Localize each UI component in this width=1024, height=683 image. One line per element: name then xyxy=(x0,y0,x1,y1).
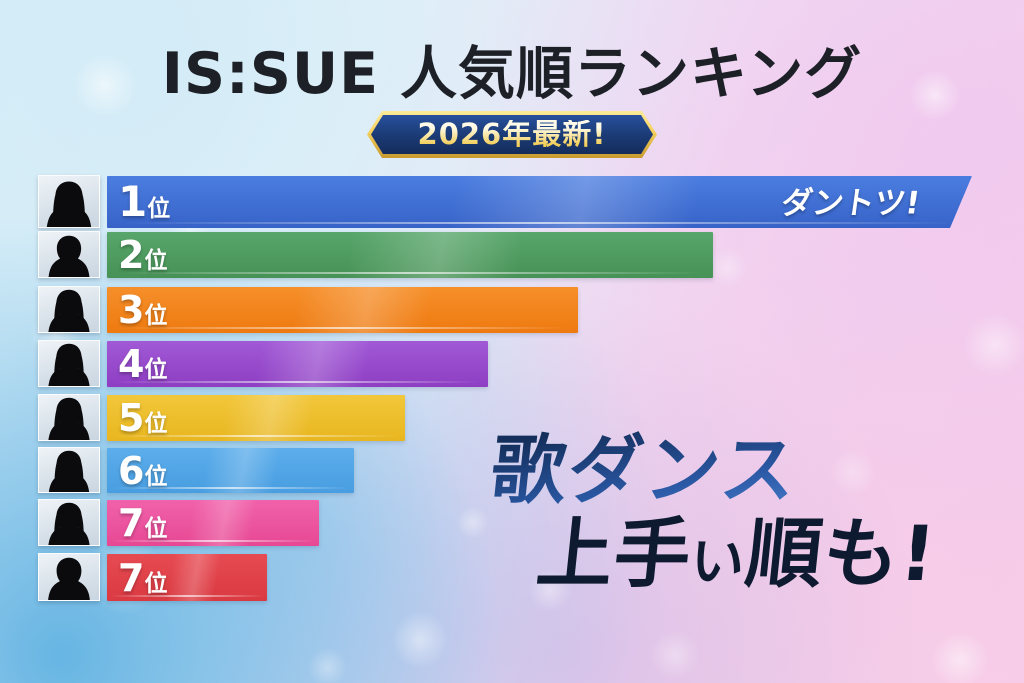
page-title: IS:SUE 人気順ランキング xyxy=(161,41,863,107)
person-long-hair-icon xyxy=(46,181,92,227)
rank-label: 5位 xyxy=(118,396,168,440)
person-long-hair-icon xyxy=(48,343,90,386)
year-badge-panel: 2026年最新! xyxy=(371,115,653,154)
rank-label: 2位 xyxy=(118,233,168,277)
avatar xyxy=(38,340,100,387)
avatar xyxy=(38,499,100,546)
avatar xyxy=(38,175,100,228)
person-short-hair-icon xyxy=(48,557,90,600)
rank-label: 6位 xyxy=(118,448,168,493)
rank-label: 3位 xyxy=(118,288,168,332)
bar-highlight xyxy=(116,327,569,329)
rank-bar-1: 1位 ダントツ! xyxy=(107,176,972,228)
bar-sheen xyxy=(107,287,578,333)
year-badge: 2026年最新! xyxy=(367,111,657,158)
rank-bar-2: 2位 xyxy=(107,232,713,278)
person-long-hair-icon xyxy=(48,289,90,332)
rank-label: 7位 xyxy=(118,501,168,545)
rank-bar-4: 4位 xyxy=(107,341,488,387)
person-long-hair-icon xyxy=(48,502,90,545)
bar-sheen xyxy=(107,232,713,278)
bar-highlight xyxy=(114,381,481,383)
avatar xyxy=(38,553,100,601)
rank-label: 7位 xyxy=(118,555,168,600)
rank-bar-6: 6位 xyxy=(107,448,354,493)
rank-bar-5: 5位 xyxy=(107,395,405,441)
avatar xyxy=(38,231,100,278)
bar-annotation: ダントツ! xyxy=(778,185,923,222)
rank-bar-3: 3位 xyxy=(107,287,578,333)
person-short-hair-icon xyxy=(48,235,90,277)
rank-label: 4位 xyxy=(118,342,168,386)
year-badge-label: 2026年最新! xyxy=(417,117,607,151)
overlay-note-line2: 上手い順も! xyxy=(532,509,941,598)
overlay-note: 歌ダンス 上手い順も! xyxy=(487,426,941,598)
rank-label: 1位 xyxy=(118,177,171,226)
avatar xyxy=(38,286,100,333)
person-long-hair-icon xyxy=(48,397,90,440)
bar-highlight xyxy=(119,272,701,274)
rank-bar-7: 7位 xyxy=(107,500,319,546)
person-long-hair-icon xyxy=(48,450,90,492)
avatar xyxy=(38,394,100,441)
overlay-note-line1: 歌ダンス xyxy=(487,426,940,514)
rank-bar-8: 7位 xyxy=(107,554,267,601)
avatar xyxy=(38,447,100,493)
